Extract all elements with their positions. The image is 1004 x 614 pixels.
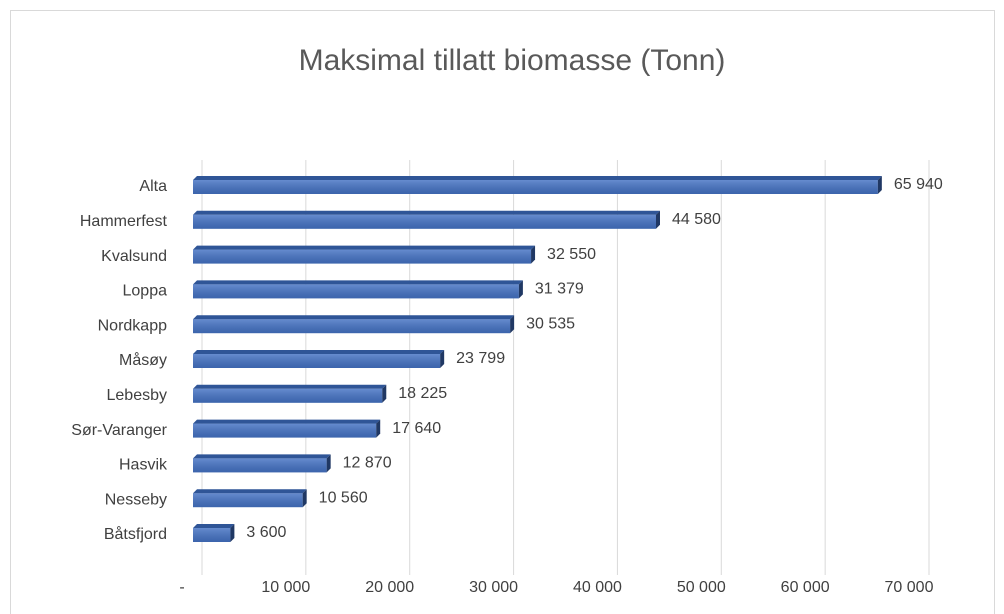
- bar-side: [655, 210, 660, 229]
- x-tick-label: 10 000: [261, 579, 310, 596]
- value-label: 65 940: [894, 176, 943, 193]
- bar-side: [230, 524, 235, 542]
- y-tick-label: Måsøy: [119, 351, 167, 369]
- value-label: 23 799: [456, 350, 505, 367]
- value-label: 44 580: [672, 211, 721, 228]
- bar-top: [193, 245, 536, 250]
- y-tick-label: Lebesby: [107, 387, 168, 404]
- bar-top: [193, 454, 331, 459]
- x-tick-label: 70 000: [885, 579, 934, 596]
- y-tick-label: Kvalsund: [101, 248, 167, 265]
- x-tick-label: 30 000: [469, 579, 518, 596]
- value-label: 32 550: [547, 246, 596, 263]
- bar-top: [193, 489, 307, 494]
- x-tick-label: 40 000: [573, 579, 622, 596]
- bar-shade: [193, 423, 377, 438]
- y-tick-label: Alta: [139, 178, 167, 195]
- bar-side: [382, 384, 387, 403]
- bar-top: [193, 176, 882, 180]
- value-label: 10 560: [319, 489, 368, 506]
- value-label: 31 379: [535, 281, 584, 298]
- bar-side: [376, 419, 381, 438]
- bar-top: [193, 210, 660, 215]
- y-tick-label: Nesseby: [105, 491, 167, 508]
- bar-shade: [193, 180, 878, 194]
- y-tick-label: Hasvik: [119, 457, 168, 474]
- value-label: 30 535: [526, 315, 575, 332]
- bar-shade: [193, 528, 231, 542]
- bar-shade: [193, 388, 383, 403]
- bar-top: [193, 350, 445, 354]
- bar-top: [193, 315, 515, 320]
- value-label: 12 870: [343, 455, 392, 472]
- bar-shade: [193, 493, 303, 508]
- y-tick-label: Båtsfjord: [104, 525, 167, 543]
- bar-shade: [193, 458, 327, 473]
- y-tick-label: Hammerfest: [80, 213, 168, 230]
- bar-side: [302, 489, 307, 508]
- bar-side: [877, 176, 882, 194]
- bar-top: [193, 419, 381, 424]
- bar-top: [193, 280, 523, 285]
- y-tick-label: Loppa: [123, 283, 168, 300]
- chart-title: Maksimal tillatt biomasse (Tonn): [299, 44, 726, 77]
- bar-top: [193, 524, 235, 528]
- bar-shade: [193, 284, 519, 299]
- x-tick-label: 60 000: [781, 579, 830, 596]
- bar-side: [518, 280, 523, 299]
- bar-shade: [193, 249, 532, 264]
- value-label: 18 225: [398, 385, 447, 402]
- bar-side: [531, 245, 536, 264]
- value-label: 17 640: [392, 420, 441, 437]
- bar-side: [510, 315, 515, 334]
- x-tick-label: 50 000: [677, 579, 726, 596]
- x-tick-label: 20 000: [365, 579, 414, 596]
- y-tick-label: Sør-Varanger: [71, 422, 167, 439]
- bar-shade: [193, 319, 511, 334]
- bar-shade: [193, 354, 441, 368]
- value-label: 3 600: [246, 524, 286, 541]
- bar-shade: [193, 214, 656, 229]
- chart-border: [10, 10, 995, 614]
- y-tick-label: Nordkapp: [98, 317, 167, 334]
- bar-side: [326, 454, 331, 473]
- bar-side: [440, 350, 445, 368]
- bar-top: [193, 384, 387, 389]
- x-tick-label: -: [179, 579, 184, 596]
